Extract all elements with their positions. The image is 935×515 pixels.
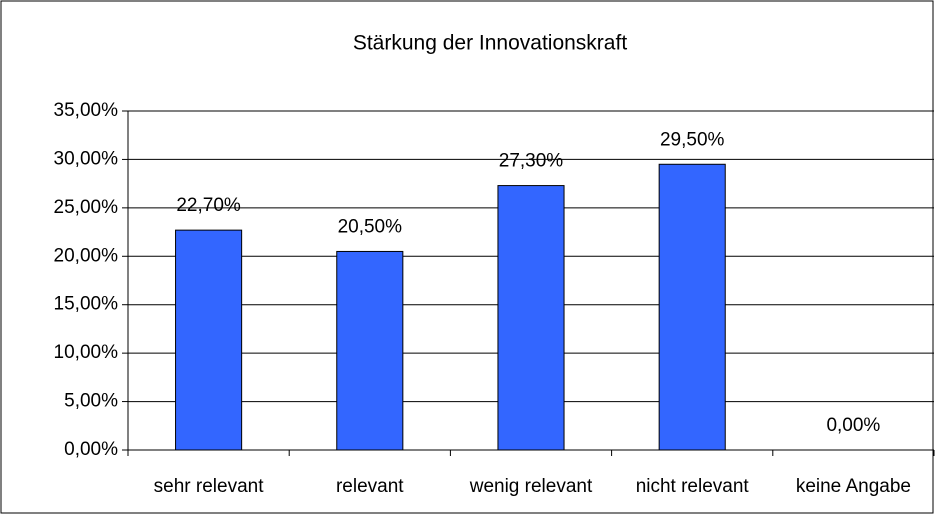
x-tick-label: sehr relevant — [154, 476, 265, 497]
chart-title: Stärkung der Innovationskraft — [353, 32, 627, 55]
bar — [336, 250, 404, 451]
y-tick-label: 0,00% — [64, 439, 118, 460]
value-label: 22,70% — [176, 195, 241, 216]
x-tick-label: nicht relevant — [636, 476, 750, 497]
bar — [497, 185, 565, 451]
bar — [658, 163, 726, 451]
x-tick-label: keine Angabe — [796, 476, 911, 497]
y-tick-label: 30,00% — [54, 148, 119, 169]
y-tick-label: 5,00% — [64, 391, 118, 412]
x-tick-label: relevant — [336, 476, 404, 497]
bar — [175, 229, 243, 451]
y-tick-label: 25,00% — [54, 197, 119, 218]
y-tick-label: 35,00% — [54, 100, 119, 121]
y-tick-label: 15,00% — [54, 294, 119, 315]
x-tick-label: wenig relevant — [469, 476, 593, 497]
value-label: 0,00% — [826, 415, 880, 436]
value-label: 29,50% — [660, 129, 725, 150]
value-label: 20,50% — [338, 216, 403, 237]
y-tick-label: 10,00% — [54, 342, 119, 363]
y-tick-label: 20,00% — [54, 245, 119, 266]
value-label: 27,30% — [499, 151, 564, 172]
